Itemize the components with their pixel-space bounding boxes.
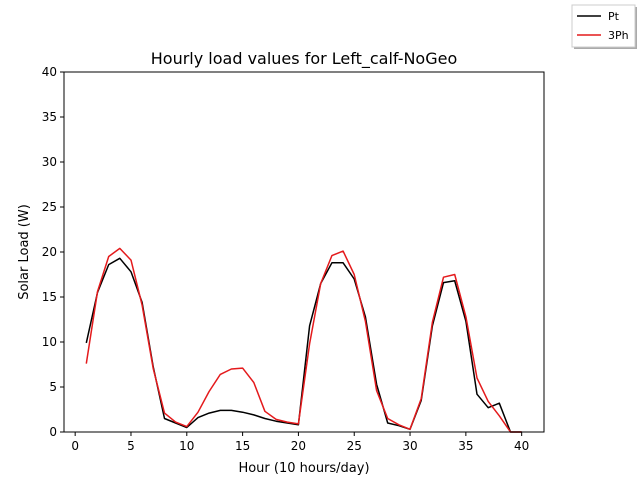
x-axis-label: Hour (10 hours/day) [238, 461, 369, 476]
legend: Pt 3Ph [571, 4, 637, 49]
x-tick-label: 20 [291, 439, 306, 453]
x-tick-label: 40 [514, 439, 529, 453]
y-tick-label: 10 [42, 335, 57, 349]
y-axis: 0 5 10 15 20 25 30 35 40 [42, 65, 64, 439]
legend-box [571, 4, 636, 48]
y-tick-label: 0 [49, 425, 57, 439]
y-tick-label: 20 [42, 245, 57, 259]
x-axis: 0 5 10 15 20 25 30 35 40 [71, 432, 529, 453]
x-tick-label: 10 [179, 439, 194, 453]
x-tick-label: 0 [71, 439, 79, 453]
chart-title: Hourly load values for Left_calf-NoGeo [151, 49, 458, 69]
x-tick-label: 15 [235, 439, 250, 453]
plot-marks [85, 247, 522, 433]
x-tick-label: 25 [347, 439, 362, 453]
x-tick-label: 30 [402, 439, 417, 453]
y-tick-label: 25 [42, 200, 57, 214]
y-tick-label: 35 [42, 110, 57, 124]
series-line-pt [85, 257, 522, 433]
y-tick-label: 40 [42, 65, 57, 79]
x-tick-label: 35 [458, 439, 473, 453]
y-axis-label: Solar Load (W) [17, 204, 32, 300]
legend-label-3ph: 3Ph [608, 29, 629, 42]
x-tick-label: 5 [127, 439, 135, 453]
y-tick-label: 15 [42, 290, 57, 304]
y-tick-label: 30 [42, 155, 57, 169]
series-line-3ph [85, 247, 522, 433]
legend-label-pt: Pt [608, 10, 620, 23]
y-tick-label: 5 [49, 380, 57, 394]
